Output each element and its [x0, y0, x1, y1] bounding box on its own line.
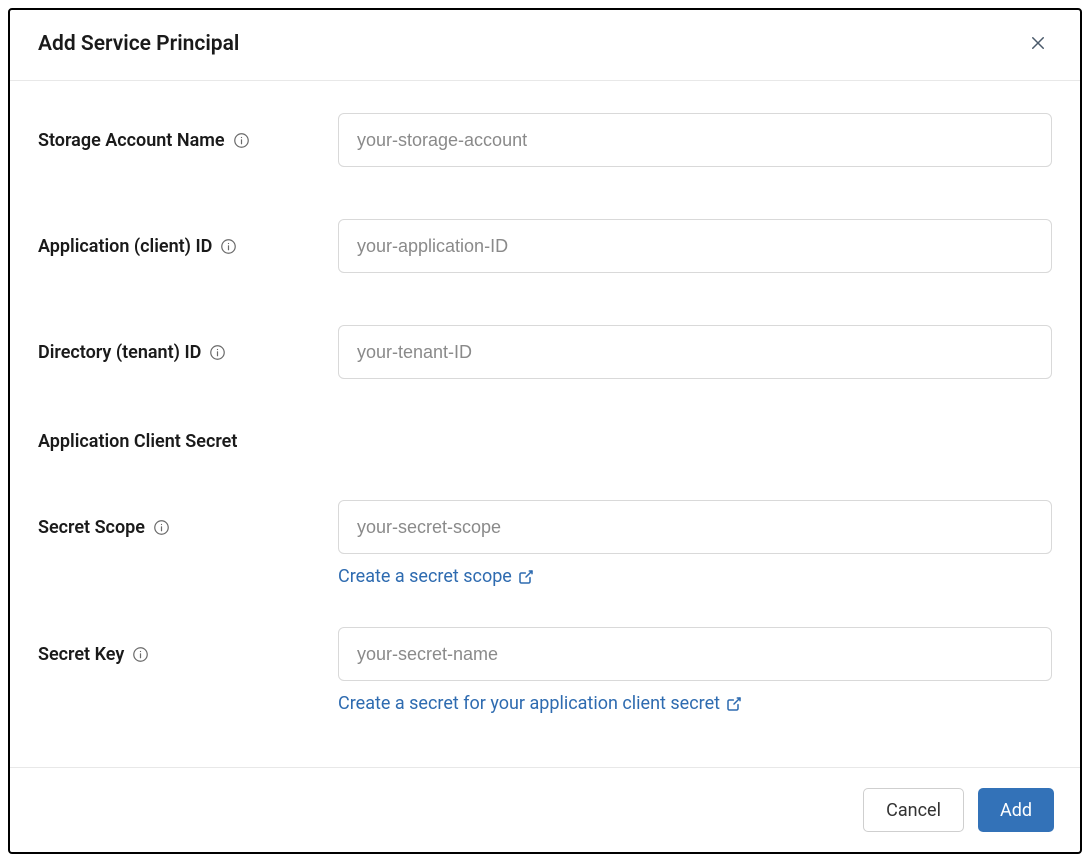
helper-spacer	[38, 693, 338, 714]
dialog-header: Add Service Principal	[10, 10, 1080, 81]
external-link-icon	[518, 569, 534, 585]
cancel-button[interactable]: Cancel	[863, 788, 964, 832]
secret-key-input[interactable]	[338, 627, 1052, 681]
add-service-principal-dialog: Add Service Principal Storage Account Na…	[8, 8, 1082, 854]
dialog-footer: Cancel Add	[10, 767, 1080, 852]
add-button[interactable]: Add	[978, 788, 1054, 832]
create-secret-link[interactable]: Create a secret for your application cli…	[338, 693, 742, 714]
info-icon[interactable]	[132, 646, 149, 663]
input-col	[338, 500, 1052, 554]
directory-id-input[interactable]	[338, 325, 1052, 379]
application-id-label: Application (client) ID	[38, 236, 212, 257]
dialog-body: Storage Account Name Application (client…	[10, 81, 1080, 767]
helper-spacer	[38, 566, 338, 587]
create-secret-scope-link[interactable]: Create a secret scope	[338, 566, 534, 587]
directory-id-label: Directory (tenant) ID	[38, 342, 201, 363]
form-row-application-id: Application (client) ID	[38, 219, 1052, 273]
label-col: Secret Key	[38, 644, 338, 665]
label-col: Directory (tenant) ID	[38, 342, 338, 363]
form-row-storage-account: Storage Account Name	[38, 113, 1052, 167]
secret-scope-label: Secret Scope	[38, 517, 145, 538]
form-row-directory-id: Directory (tenant) ID	[38, 325, 1052, 379]
label-col: Secret Scope	[38, 517, 338, 538]
storage-account-label: Storage Account Name	[38, 130, 225, 151]
secret-scope-input[interactable]	[338, 500, 1052, 554]
external-link-icon	[726, 696, 742, 712]
input-col	[338, 219, 1052, 273]
helper-row-secret-scope: Create a secret scope	[38, 566, 1052, 587]
close-button[interactable]	[1024, 30, 1052, 58]
info-icon[interactable]	[209, 344, 226, 361]
link-text: Create a secret for your application cli…	[338, 693, 720, 714]
secret-key-label: Secret Key	[38, 644, 124, 665]
input-col	[338, 113, 1052, 167]
secret-section-heading: Application Client Secret	[38, 431, 1052, 452]
form-row-secret-scope: Secret Scope	[38, 500, 1052, 554]
close-icon	[1029, 34, 1047, 55]
info-icon[interactable]	[153, 519, 170, 536]
info-icon[interactable]	[220, 238, 237, 255]
link-text: Create a secret scope	[338, 566, 512, 587]
storage-account-input[interactable]	[338, 113, 1052, 167]
application-id-input[interactable]	[338, 219, 1052, 273]
info-icon[interactable]	[233, 132, 250, 149]
input-col	[338, 325, 1052, 379]
label-col: Application (client) ID	[38, 236, 338, 257]
dialog-title: Add Service Principal	[38, 32, 239, 56]
input-col	[338, 627, 1052, 681]
label-col: Storage Account Name	[38, 130, 338, 151]
form-row-secret-key: Secret Key	[38, 627, 1052, 681]
helper-row-secret-key: Create a secret for your application cli…	[38, 693, 1052, 714]
